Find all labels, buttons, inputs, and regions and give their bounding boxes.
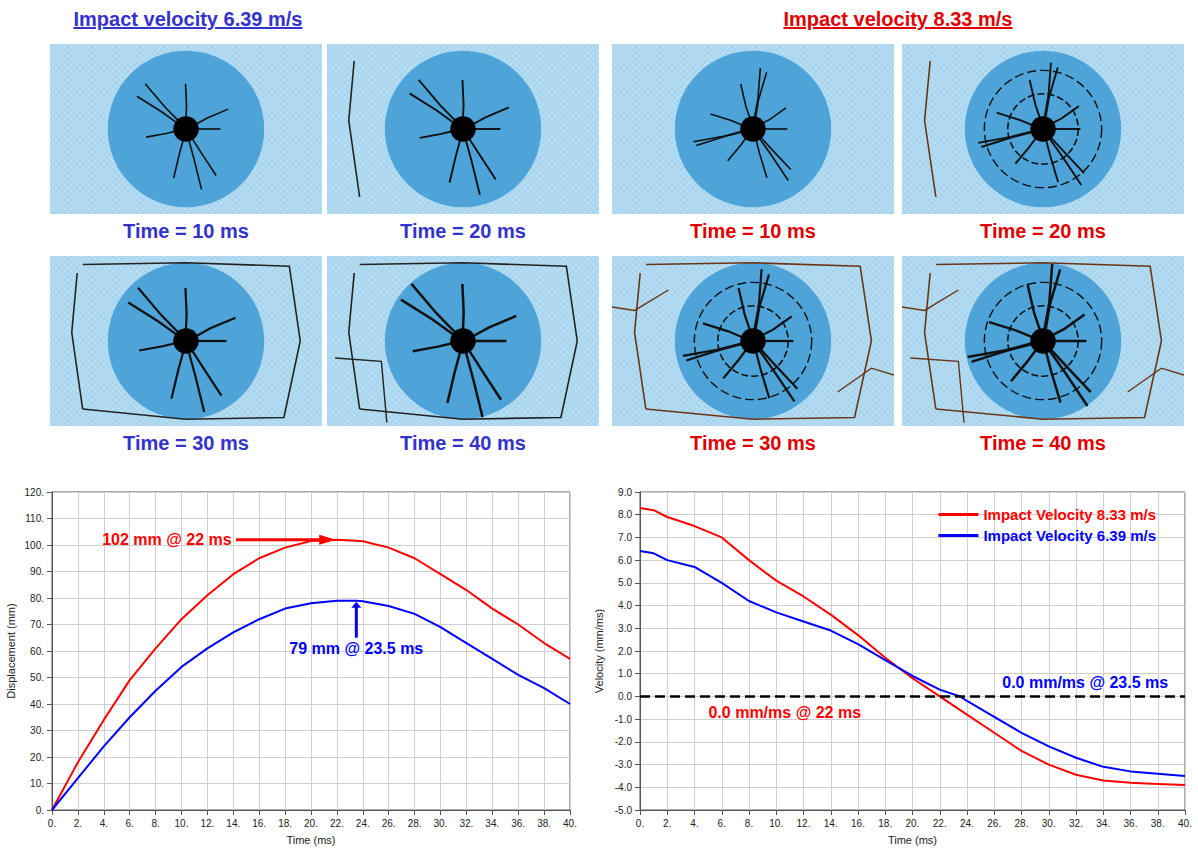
svg-text:100.: 100. <box>25 540 44 551</box>
svg-text:0.: 0. <box>48 818 56 829</box>
svg-text:-1.0: -1.0 <box>615 714 633 725</box>
svg-text:0.: 0. <box>36 805 44 816</box>
svg-text:Time (ms): Time (ms) <box>286 834 335 846</box>
svg-text:14.: 14. <box>824 818 838 829</box>
svg-text:5.0: 5.0 <box>618 577 632 588</box>
svg-text:38.: 38. <box>1151 818 1165 829</box>
svg-text:90.: 90. <box>30 566 44 577</box>
svg-text:8.0: 8.0 <box>618 509 632 520</box>
svg-text:14.: 14. <box>226 818 240 829</box>
svg-text:18.: 18. <box>878 818 892 829</box>
svg-text:Displacement (mm): Displacement (mm) <box>5 603 17 698</box>
svg-text:3.0: 3.0 <box>618 623 632 634</box>
svg-text:4.: 4. <box>100 818 108 829</box>
html-text:Time = 20 ms: Time = 20 ms <box>400 220 526 242</box>
svg-text:6.0: 6.0 <box>618 555 632 566</box>
svg-text:16.: 16. <box>252 818 266 829</box>
svg-text:102 mm @ 22 ms: 102 mm @ 22 ms <box>102 531 232 548</box>
svg-text:50.: 50. <box>30 672 44 683</box>
html-text:Time = 10 ms: Time = 10 ms <box>123 220 249 242</box>
svg-text:10.: 10. <box>769 818 783 829</box>
html-text:Impact velocity 8.33 m/s: Impact velocity 8.33 m/s <box>783 8 1013 30</box>
svg-text:18.: 18. <box>278 818 292 829</box>
svg-text:70.: 70. <box>30 619 44 630</box>
svg-text:2.: 2. <box>663 818 671 829</box>
svg-text:79 mm @ 23.5 ms: 79 mm @ 23.5 ms <box>289 640 423 657</box>
svg-text:36.: 36. <box>1124 818 1138 829</box>
svg-text:30.: 30. <box>434 818 448 829</box>
svg-text:12.: 12. <box>797 818 811 829</box>
svg-text:34.: 34. <box>1096 818 1110 829</box>
svg-text:30.: 30. <box>30 725 44 736</box>
html-text:Impact velocity 6.39 m/s: Impact velocity 6.39 m/s <box>73 8 303 30</box>
svg-text:24.: 24. <box>960 818 974 829</box>
svg-text:1.0: 1.0 <box>618 668 632 679</box>
svg-text:0.0: 0.0 <box>618 691 632 702</box>
svg-text:40.: 40. <box>563 818 577 829</box>
svg-text:28.: 28. <box>408 818 422 829</box>
svg-text:-5.0: -5.0 <box>615 805 633 816</box>
svg-text:60.: 60. <box>30 646 44 657</box>
svg-text:10.: 10. <box>30 778 44 789</box>
svg-text:-3.0: -3.0 <box>615 759 633 770</box>
svg-text:20.: 20. <box>304 818 318 829</box>
svg-text:26.: 26. <box>382 818 396 829</box>
svg-text:Velocity (mm/ms): Velocity (mm/ms) <box>593 609 605 693</box>
svg-text:4.0: 4.0 <box>618 600 632 611</box>
svg-text:-2.0: -2.0 <box>615 736 633 747</box>
svg-text:32.: 32. <box>459 818 473 829</box>
svg-text:16.: 16. <box>851 818 865 829</box>
svg-text:9.0: 9.0 <box>618 487 632 498</box>
html-text:Time = 30 ms: Time = 30 ms <box>690 432 816 454</box>
svg-text:0.0 mm/ms @ 22 ms: 0.0 mm/ms @ 22 ms <box>708 704 861 721</box>
svg-text:110.: 110. <box>25 513 44 524</box>
svg-text:26.: 26. <box>987 818 1001 829</box>
svg-text:20.: 20. <box>30 752 44 763</box>
html-text:Time = 40 ms: Time = 40 ms <box>400 432 526 454</box>
svg-text:2.0: 2.0 <box>618 646 632 657</box>
svg-text:8.: 8. <box>151 818 159 829</box>
svg-text:0.0 mm/ms @ 23.5 ms: 0.0 mm/ms @ 23.5 ms <box>1002 674 1168 691</box>
svg-text:40.: 40. <box>30 699 44 710</box>
svg-text:12.: 12. <box>200 818 214 829</box>
svg-text:2.: 2. <box>74 818 82 829</box>
html-text:Time = 40 ms: Time = 40 ms <box>980 432 1106 454</box>
svg-text:8.: 8. <box>745 818 753 829</box>
html-text:Time = 20 ms: Time = 20 ms <box>980 220 1106 242</box>
svg-text:20.: 20. <box>906 818 920 829</box>
html-text:Time = 30 ms: Time = 30 ms <box>123 432 249 454</box>
svg-text:32.: 32. <box>1069 818 1083 829</box>
svg-text:Time (ms): Time (ms) <box>888 834 937 846</box>
html-text:Time = 10 ms: Time = 10 ms <box>690 220 816 242</box>
svg-text:40.: 40. <box>1178 818 1192 829</box>
svg-text:22.: 22. <box>933 818 947 829</box>
svg-text:28.: 28. <box>1015 818 1029 829</box>
svg-text:Impact Velocity 8.33 m/s: Impact Velocity 8.33 m/s <box>983 506 1156 523</box>
svg-text:36.: 36. <box>511 818 525 829</box>
svg-text:120.: 120. <box>25 487 44 498</box>
svg-text:-4.0: -4.0 <box>615 782 633 793</box>
svg-text:30.: 30. <box>1042 818 1056 829</box>
svg-text:34.: 34. <box>485 818 499 829</box>
svg-text:6.: 6. <box>718 818 726 829</box>
svg-text:6.: 6. <box>126 818 134 829</box>
svg-text:80.: 80. <box>30 593 44 604</box>
svg-text:10.: 10. <box>175 818 189 829</box>
svg-text:Impact Velocity 6.39 m/s: Impact Velocity 6.39 m/s <box>983 527 1156 544</box>
svg-text:7.0: 7.0 <box>618 532 632 543</box>
svg-text:0.: 0. <box>636 818 644 829</box>
svg-text:24.: 24. <box>356 818 370 829</box>
svg-text:4.: 4. <box>690 818 698 829</box>
svg-text:22.: 22. <box>330 818 344 829</box>
svg-text:38.: 38. <box>537 818 551 829</box>
